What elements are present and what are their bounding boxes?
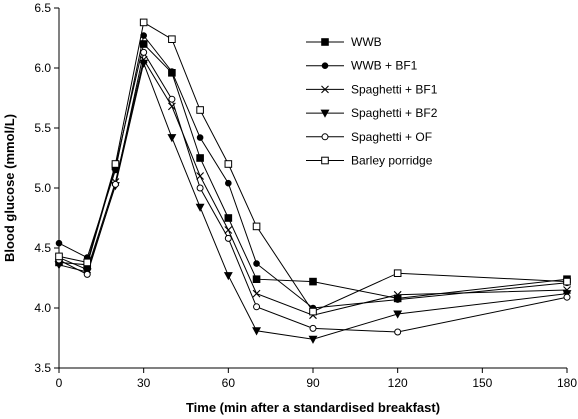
y-tick-label: 3.5 — [34, 361, 51, 375]
data-point — [252, 289, 261, 298]
legend-label: Spaghetti + OF — [351, 130, 432, 144]
data-point — [393, 269, 402, 277]
y-tick-label: 5.5 — [34, 121, 51, 135]
legend-marker — [321, 133, 329, 141]
x-tick-label: 60 — [222, 376, 236, 390]
data-point — [196, 134, 204, 141]
data-point — [55, 252, 63, 261]
data-point — [393, 290, 402, 299]
data-point — [196, 172, 204, 180]
legend-label: WWB + BF1 — [351, 59, 418, 73]
legend-marker — [320, 109, 330, 118]
data-point — [83, 258, 92, 267]
data-point — [224, 214, 233, 222]
data-point — [223, 272, 233, 281]
series-layer — [54, 18, 572, 344]
data-point — [225, 179, 232, 187]
data-point — [168, 95, 176, 103]
legend-entry: WWB — [306, 35, 382, 49]
series-wwb — [55, 40, 571, 303]
x-tick-label: 120 — [388, 376, 408, 390]
data-point — [168, 68, 176, 75]
y-tick-label: 4.5 — [34, 241, 51, 255]
data-point — [167, 134, 177, 143]
data-point — [196, 154, 204, 162]
data-point — [309, 277, 317, 286]
series-spaghetti-of — [55, 48, 571, 336]
data-point — [83, 270, 91, 278]
y-tick-label: 6.5 — [34, 1, 51, 15]
legend: WWB WWB + BF1 Spaghetti + BF1 Spaghetti + B… — [306, 35, 438, 168]
legend-entry: Spaghetti + BF1 — [306, 82, 438, 96]
data-point — [394, 328, 402, 336]
data-point — [309, 307, 317, 316]
legend-marker — [321, 62, 329, 69]
y-tick-label: 4.0 — [34, 301, 51, 315]
series-line — [58, 61, 568, 340]
y-tick-label: 5.0 — [34, 181, 51, 195]
data-point — [140, 48, 148, 56]
data-point — [252, 222, 261, 231]
x-tick-label: 90 — [306, 376, 320, 390]
legend-marker — [321, 85, 329, 94]
data-point — [55, 239, 63, 247]
y-axis-title: Blood glucose (mmol/L) — [2, 114, 17, 262]
y-tick-label: 6.0 — [34, 61, 51, 75]
data-point — [168, 102, 176, 111]
legend-label: Barley porridge — [351, 154, 433, 168]
x-tick-label: 30 — [137, 376, 151, 390]
series-barley-porridge — [55, 18, 571, 316]
data-point — [252, 327, 261, 336]
x-tick-label: 0 — [56, 376, 63, 390]
legend-entry: Spaghetti + OF — [306, 130, 432, 144]
legend-marker — [321, 156, 329, 165]
data-point — [393, 310, 403, 319]
data-point — [196, 184, 204, 192]
data-point — [253, 303, 261, 311]
series-line — [58, 42, 568, 299]
data-point — [195, 203, 205, 212]
legend-label: Spaghetti + BF2 — [351, 106, 438, 120]
data-point — [224, 234, 232, 242]
data-point — [224, 226, 233, 234]
legend-marker — [321, 38, 329, 46]
x-tick-label: 150 — [472, 376, 492, 390]
legend-label: Spaghetti + BF1 — [351, 82, 438, 96]
legend-entry: Spaghetti + BF2 — [306, 106, 438, 120]
data-point — [196, 106, 204, 114]
data-point — [394, 296, 401, 303]
legend-label: WWB — [351, 35, 382, 49]
data-point — [252, 275, 261, 283]
data-point — [111, 160, 120, 168]
data-point — [168, 35, 176, 44]
data-point — [139, 18, 148, 27]
data-point — [111, 180, 119, 188]
data-point — [253, 260, 260, 267]
data-point — [563, 293, 571, 301]
data-point — [224, 160, 233, 168]
data-point — [308, 335, 318, 344]
plot-area: 3.5 4.0 4.5 5.0 5.5 6.0 6.5 0 30 60 90 120 150 180 — [34, 1, 577, 390]
data-point — [139, 40, 148, 48]
legend-entry: Barley porridge — [306, 154, 433, 168]
x-tick-label: 180 — [557, 376, 577, 390]
series-line — [58, 34, 568, 309]
data-point — [309, 324, 317, 332]
data-point — [563, 277, 571, 286]
legend-entry: WWB + BF1 — [306, 59, 418, 73]
x-axis-title: Time (min after a standardised breakfast… — [186, 400, 440, 415]
